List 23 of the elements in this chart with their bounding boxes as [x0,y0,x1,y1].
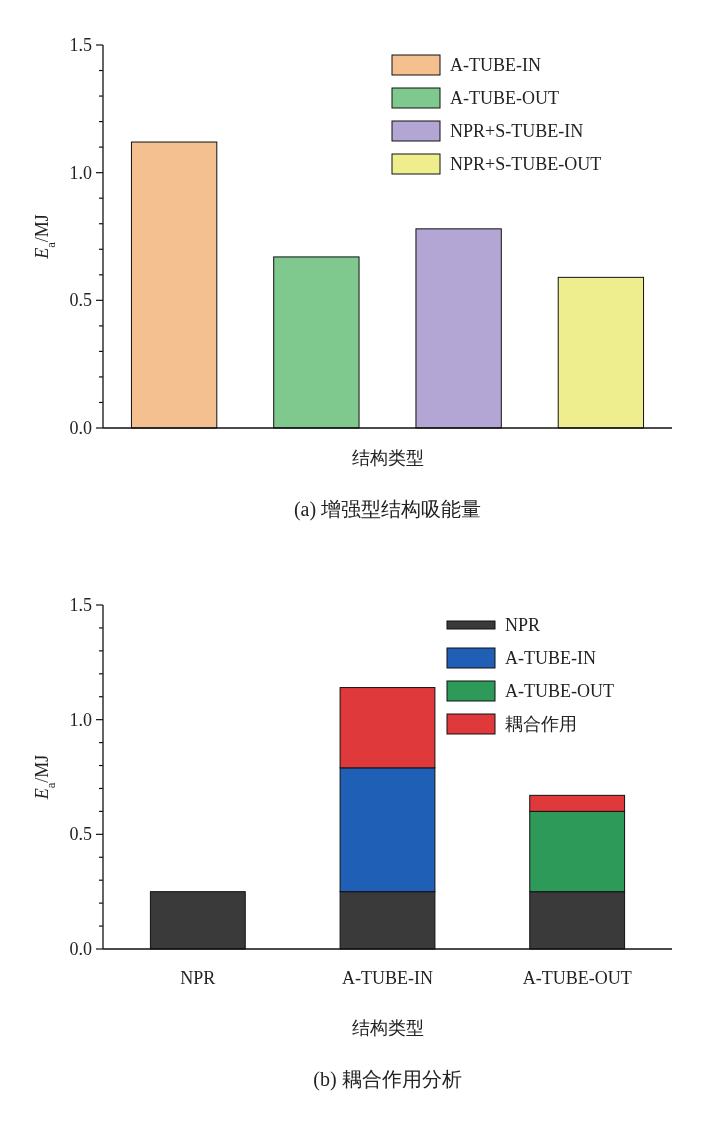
legend-label: A-TUBE-OUT [505,681,614,701]
legend-label: NPR+S-TUBE-IN [450,121,584,141]
text: (b) 耦合作用分析 [313,1068,462,1091]
y-tick-label: 0.0 [69,418,92,438]
y-tick-label: 1.5 [69,35,92,55]
legend-label: NPR+S-TUBE-OUT [450,154,602,174]
legend-label: A-TUBE-IN [450,55,541,75]
y-tick-label: 1.0 [69,709,92,730]
y-tick-label: 0.5 [69,824,92,845]
x-axis-title: 结构类型 [351,1018,424,1038]
legend-label: NPR [505,615,541,635]
y-tick-label: 1.0 [69,162,92,183]
x-tick-label: A-TUBE-OUT [522,968,632,988]
x-tick-label: NPR [180,968,216,988]
y-tick-label: 0.0 [69,939,92,959]
y-tick-label: 1.5 [69,595,92,615]
y-tick-label: 0.5 [69,290,92,311]
text: (a) 增强型结构吸能量 [293,498,482,521]
x-tick-label: A-TUBE-IN [342,968,433,988]
legend-label: A-TUBE-IN [505,648,596,668]
legend-label: A-TUBE-OUT [450,88,559,108]
legend-label: 耦合作用 [505,714,577,734]
x-axis-title: 结构类型 [351,448,424,468]
